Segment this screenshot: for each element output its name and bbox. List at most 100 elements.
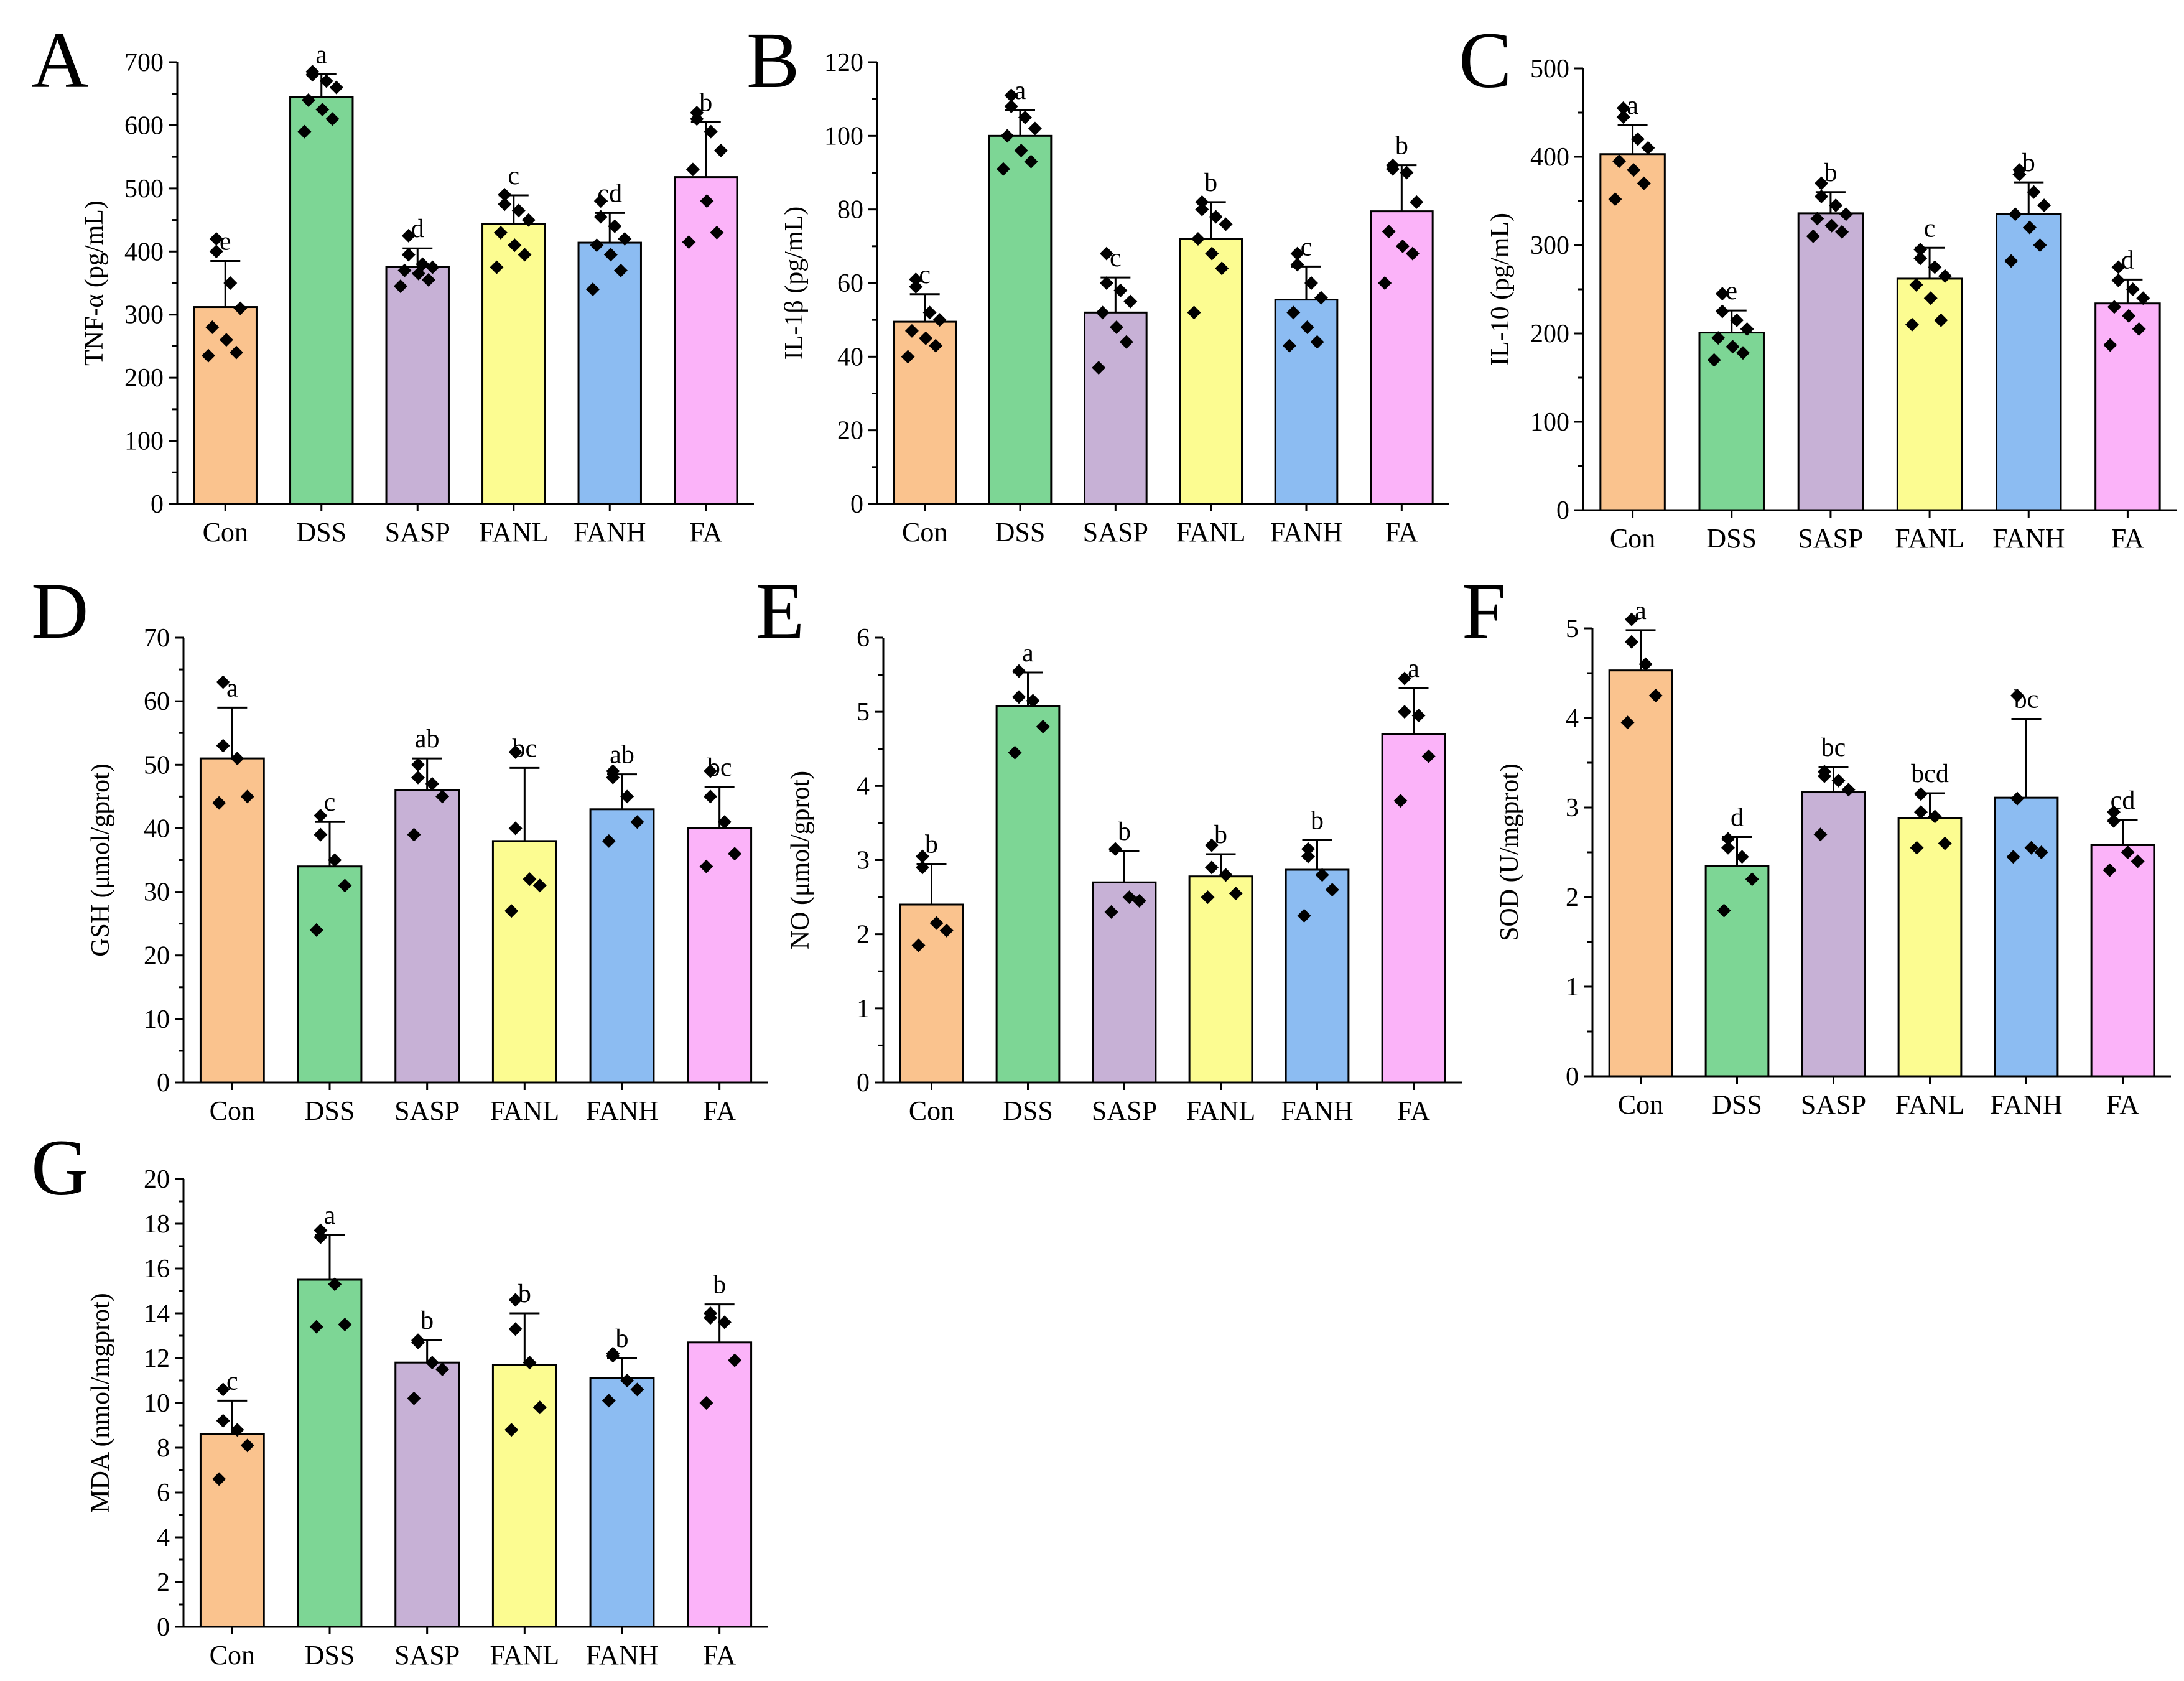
- data-point: [493, 225, 508, 240]
- data-point: [2010, 689, 2024, 702]
- data-point: [929, 338, 943, 353]
- data-point: [393, 279, 407, 294]
- data-point: [1735, 850, 1749, 864]
- data-point: [1913, 251, 1928, 266]
- significance-letter: e: [220, 228, 231, 256]
- data-point: [338, 878, 352, 893]
- y-tick-label: 400: [124, 238, 164, 266]
- data-point: [1301, 849, 1315, 864]
- y-axis-label: IL-10 (pg/mL): [1486, 213, 1515, 366]
- data-point: [1099, 246, 1113, 261]
- data-point: [613, 263, 628, 277]
- y-tick-label: 700: [124, 49, 164, 77]
- x-tick-label: DSS: [296, 517, 346, 547]
- data-point: [1397, 705, 1411, 719]
- data-point: [1014, 144, 1028, 157]
- panel-letter: D: [31, 567, 88, 655]
- data-point: [1011, 690, 1026, 704]
- y-tick-label: 5: [857, 698, 870, 727]
- data-point: [411, 770, 425, 785]
- data-point: [1938, 269, 1952, 283]
- y-tick-label: 20: [144, 1165, 170, 1194]
- y-tick-label: 4: [857, 772, 870, 801]
- significance-letter: b: [1214, 821, 1227, 849]
- data-point: [1638, 657, 1653, 671]
- data-point: [1928, 260, 1942, 274]
- data-point: [1616, 101, 1630, 115]
- panel-c: C 0 100 200 300 400 500 IL-10 (pg/mL) Con a DSS e SA…: [1459, 16, 2177, 554]
- y-tick-label: 5: [1566, 615, 1579, 643]
- data-point: [1187, 305, 1201, 320]
- data-point: [1841, 783, 1856, 797]
- data-point: [508, 745, 523, 759]
- data-point: [1092, 361, 1106, 375]
- panel-letter: E: [756, 567, 804, 655]
- x-tick-label: FA: [1397, 1096, 1430, 1126]
- data-point: [929, 916, 944, 930]
- data-point: [212, 1472, 226, 1486]
- significance-letter: bc: [1821, 733, 1846, 762]
- data-point: [1612, 154, 1627, 169]
- panel-g: G 0 2 4 6 8 10 12 14 16 18 20 MDA (nmol/mgprot) Con c D…: [31, 1124, 768, 1670]
- data-point: [2006, 850, 2020, 864]
- data-point: [590, 238, 604, 253]
- y-tick-label: 0: [157, 1069, 170, 1097]
- data-point: [205, 320, 220, 334]
- data-point: [932, 313, 947, 327]
- data-point: [922, 305, 937, 320]
- significance-letter: c: [324, 788, 336, 817]
- y-tick-label: 500: [1530, 55, 1569, 83]
- data-point: [1314, 291, 1328, 305]
- significance-letter: b: [925, 830, 938, 859]
- significance-letter: c: [919, 261, 931, 289]
- data-point: [411, 1335, 425, 1349]
- bar-fanh: [1274, 299, 1339, 505]
- data-point: [915, 849, 929, 864]
- panel-b: B 0 20 40 60 80 100 120 IL-1β (pg/mL) Con c DSS a SAS…: [746, 16, 1449, 547]
- data-point: [1831, 773, 1846, 788]
- y-tick-label: 3: [857, 847, 870, 875]
- data-point: [1011, 664, 1026, 678]
- data-point: [314, 809, 328, 822]
- data-point: [1707, 353, 1721, 367]
- data-point: [2131, 854, 2145, 868]
- data-point: [1209, 210, 1223, 224]
- data-point: [1024, 154, 1038, 169]
- significance-letter: d: [2121, 246, 2134, 274]
- significance-letter: ab: [415, 725, 440, 753]
- data-point: [1815, 176, 1829, 190]
- data-point: [425, 776, 439, 791]
- data-point: [911, 938, 926, 952]
- data-point: [325, 112, 340, 126]
- x-tick-label: FA: [703, 1640, 736, 1670]
- data-point: [209, 232, 223, 246]
- data-point: [1378, 276, 1392, 290]
- data-point: [1205, 246, 1219, 261]
- bar-fanl: [1179, 238, 1243, 505]
- data-point: [909, 279, 923, 294]
- bar-sasp: [1084, 311, 1148, 505]
- data-point: [1325, 883, 1339, 897]
- bar-fanh: [589, 808, 655, 1084]
- bar-dss: [297, 865, 363, 1084]
- bar-fanh: [1994, 796, 2059, 1078]
- significance-letter: d: [1731, 804, 1744, 832]
- data-point: [685, 162, 700, 177]
- data-point: [1721, 840, 1735, 855]
- data-point: [1829, 198, 1843, 213]
- bar-fa: [687, 827, 753, 1084]
- data-point: [1123, 294, 1138, 309]
- bar-fanl: [491, 840, 557, 1084]
- data-point: [2111, 273, 2126, 287]
- data-point: [1104, 905, 1118, 919]
- data-point: [1913, 243, 1928, 257]
- x-tick-label: SASP: [385, 517, 450, 547]
- data-point: [518, 248, 532, 262]
- data-point: [704, 789, 718, 804]
- data-point: [603, 248, 618, 262]
- data-point: [593, 210, 608, 224]
- data-point: [1730, 313, 1744, 327]
- data-point: [1824, 218, 1839, 233]
- data-point: [1715, 287, 1729, 301]
- y-tick-label: 200: [124, 364, 164, 393]
